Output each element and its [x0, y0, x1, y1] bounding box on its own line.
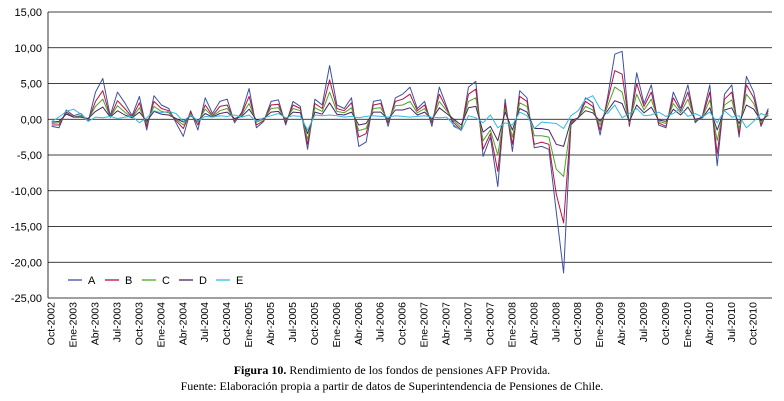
x-tick-label: Oct-2006 — [397, 302, 409, 345]
x-tick-label: Oct-2003 — [133, 302, 145, 345]
figure-caption: Figura 10. Rendimiento de los fondos de … — [0, 363, 784, 378]
x-tick-label: Oct-2002 — [46, 302, 58, 345]
x-tick-label: Abr-2004 — [177, 302, 189, 345]
series-line-d — [51, 100, 769, 147]
legend: A B C D E — [68, 275, 243, 287]
x-tick-label: Abr-2005 — [265, 302, 277, 345]
y-tick-label: -20,00 — [11, 257, 42, 269]
x-tick-label: Oct-2008 — [572, 302, 584, 345]
legend-label-b: B — [125, 275, 132, 287]
x-tick-label: Jul-2005 — [287, 302, 299, 342]
x-tick-label: Jul-2006 — [375, 302, 387, 342]
x-tick-label: Ene-2008 — [506, 302, 518, 348]
x-tick-label: Ene-2009 — [594, 302, 606, 348]
series-line-e — [51, 95, 769, 132]
x-tick-label: Jul-2003 — [111, 302, 123, 342]
x-tick-label: Ene-2007 — [419, 302, 431, 348]
x-tick-label: Ene-2005 — [243, 302, 255, 348]
series-line-c — [51, 86, 769, 177]
x-tick-label: Jul-2008 — [550, 302, 562, 342]
y-tick-label: -10,00 — [11, 186, 42, 198]
x-tick-label: Jul-2007 — [463, 302, 475, 342]
x-tick-label: Abr-2007 — [441, 302, 453, 345]
y-tick-label: -5,00 — [17, 150, 42, 162]
y-axis: 15,00 10,00 5,00 0,00 -5,00 -10,00 -15,00 -20,0… — [11, 7, 49, 305]
x-axis: Oct-2002 Ene-2003 Abr-2003 Jul-2003 Oct-2003… — [46, 302, 760, 348]
x-tick-label: Oct-2007 — [484, 302, 496, 345]
x-tick-label: Oct-2010 — [748, 302, 760, 345]
x-tick-label: Oct-2005 — [309, 302, 321, 345]
x-tick-label: Abr-2010 — [704, 302, 716, 345]
series-lines — [51, 50, 769, 274]
x-tick-label: Oct-2004 — [221, 302, 233, 345]
x-tick-label: Jul-2010 — [726, 302, 738, 342]
figure-title: Rendimiento de los fondos de pensiones A… — [286, 363, 551, 377]
x-tick-label: Abr-2009 — [616, 302, 628, 345]
x-tick-label: Oct-2009 — [660, 302, 672, 345]
series-line-a — [51, 50, 769, 274]
figure-label: Figura 10. — [233, 363, 287, 377]
x-tick-label: Ene-2010 — [682, 302, 694, 348]
legend-label-d: D — [199, 275, 207, 287]
x-tick-label: Abr-2003 — [90, 302, 102, 345]
y-tick-label: -15,00 — [11, 222, 42, 234]
x-tick-label: Ene-2006 — [331, 302, 343, 348]
grid-lines — [48, 11, 772, 299]
x-tick-label: Abr-2006 — [353, 302, 365, 345]
y-tick-label: 0,00 — [21, 114, 42, 126]
y-tick-label: 15,00 — [14, 7, 42, 19]
x-tick-label: Jul-2004 — [199, 302, 211, 342]
legend-label-a: A — [88, 275, 96, 287]
legend-label-e: E — [236, 275, 243, 287]
x-tick-label: Abr-2008 — [528, 302, 540, 345]
series-line-b — [51, 70, 769, 224]
y-tick-label: 10,00 — [14, 43, 42, 55]
x-tick-label: Ene-2004 — [155, 302, 167, 348]
source-note: Fuente: Elaboración propia a partir de d… — [180, 379, 604, 393]
x-tick-label: Jul-2009 — [638, 302, 650, 342]
legend-label-c: C — [162, 275, 170, 287]
y-tick-label: -25,00 — [11, 293, 42, 305]
x-tick-label: Ene-2003 — [68, 302, 80, 348]
y-tick-label: 5,00 — [21, 79, 42, 91]
